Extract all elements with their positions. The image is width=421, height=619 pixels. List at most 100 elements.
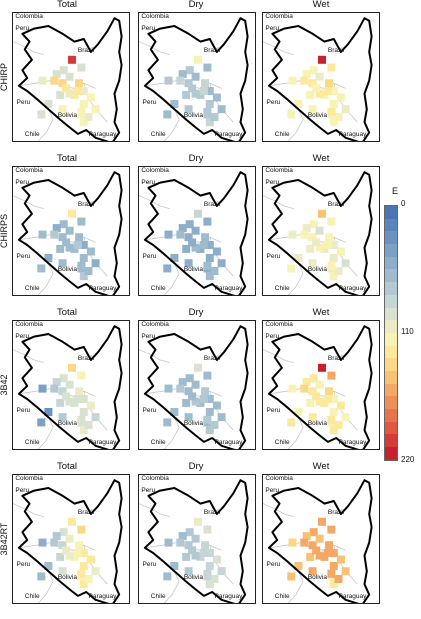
grid-cell	[334, 267, 343, 275]
chile-label: Chile	[150, 285, 166, 293]
map-panel-chirps-total: Colombia Peru Brazil Peru Bolivia Chile Paragu…	[12, 166, 130, 296]
chile-label: Chile	[150, 131, 166, 139]
grid-cell	[79, 580, 88, 589]
grid-cell	[327, 217, 336, 226]
grid-cell	[188, 84, 197, 93]
legend-color-step	[385, 396, 397, 409]
map-svg	[13, 17, 123, 141]
legend-color-step	[385, 244, 397, 257]
grid-cell	[288, 538, 297, 547]
grid-cell	[315, 243, 324, 252]
grid-cell	[77, 107, 86, 116]
grid-cell	[205, 580, 214, 589]
grid-cell	[203, 371, 212, 380]
column-title-wet: Wet	[312, 307, 330, 318]
colombia-label: Colombia	[265, 13, 293, 20]
legend-color-step	[385, 358, 397, 371]
grid-cell	[58, 387, 67, 396]
grid-cell	[79, 426, 88, 435]
legend-color-step	[385, 269, 397, 283]
grid-cell	[300, 230, 309, 239]
map-svg	[13, 479, 123, 603]
map-svg	[139, 479, 249, 603]
map-svg	[263, 171, 373, 295]
grid-cell	[205, 408, 214, 416]
grid-cell	[77, 371, 86, 380]
grid-cell	[91, 105, 100, 114]
grid-cell	[79, 549, 88, 557]
grid-cell	[73, 87, 82, 95]
map-panel-3b42-dry: Colombia Peru Brazil Peru Bolivia Chile Paragu…	[138, 320, 256, 450]
grid-cell	[178, 70, 187, 79]
map-panel-chirp-total: Colombia Peru Brazil Peru Bolivia Chile Paragu…	[12, 12, 130, 142]
country-border	[263, 41, 294, 55]
grid-cell	[306, 90, 315, 99]
grid-cell	[184, 233, 193, 242]
grid-cell	[294, 254, 303, 262]
grid-cell	[65, 534, 74, 543]
grid-cell	[306, 552, 315, 561]
grid-cell	[52, 70, 61, 79]
basin-outline	[143, 479, 249, 603]
peru-label: Peru	[265, 486, 280, 494]
grid-cell	[38, 76, 47, 85]
grid-cell	[77, 569, 86, 578]
country-border	[13, 349, 44, 363]
grid-cell	[58, 259, 67, 268]
grid-cell	[318, 517, 326, 526]
peru-label: Peru	[141, 332, 156, 340]
grid-cell	[77, 261, 86, 270]
grid-cell	[329, 118, 338, 127]
grid-cell	[315, 551, 324, 560]
grid-cell	[58, 79, 67, 88]
paraguay-label: Paraguay	[214, 131, 243, 139]
grid-cell	[300, 384, 309, 393]
grid-cell	[312, 546, 321, 555]
basin-outline	[17, 17, 123, 141]
grid-cell	[185, 528, 194, 537]
map-svg	[13, 171, 123, 295]
legend-color-step	[385, 421, 397, 435]
grid-cell	[329, 272, 338, 281]
brazil-label: Brazil	[327, 200, 345, 208]
paraguay-label: Paraguay	[88, 285, 117, 293]
country-border	[13, 503, 44, 517]
grid-cell	[79, 241, 88, 249]
brazil-label: Brazil	[77, 46, 95, 54]
grid-cell	[59, 220, 68, 229]
grid-cell	[37, 418, 46, 427]
grid-cell	[86, 247, 95, 256]
grid-cell	[194, 55, 202, 64]
country-border	[37, 417, 54, 449]
column-title-total: Total	[56, 153, 78, 164]
grid-cell	[91, 259, 100, 268]
grid-cell	[217, 259, 226, 268]
paraguay-label: Paraguay	[338, 439, 367, 447]
peru-label: Peru	[265, 332, 280, 340]
grid-cell	[309, 66, 318, 75]
peru-label: Peru	[265, 178, 280, 186]
map-panel-3b42-wet: Colombia Peru Brazil Peru Bolivia Chile Paragu…	[262, 320, 380, 450]
grid-cell	[336, 555, 345, 564]
paraguay-label: Paraguay	[88, 439, 117, 447]
grid-cell	[334, 113, 343, 121]
grid-cell	[302, 378, 311, 387]
legend-color-step	[385, 206, 397, 219]
brazil-label: Brazil	[77, 508, 95, 516]
grid-cell	[308, 79, 317, 88]
grid-cell	[59, 528, 68, 537]
grid-cell	[205, 272, 214, 281]
grid-cell	[75, 541, 84, 550]
grid-cell	[185, 66, 194, 75]
bolivia-label: Bolivia	[307, 265, 327, 273]
grid-cell	[79, 87, 88, 95]
brazil-label: Brazil	[77, 200, 95, 208]
bolivia-label: Bolivia	[307, 573, 327, 581]
peru-label: Peru	[141, 486, 156, 494]
grid-cell	[327, 371, 336, 380]
grid-cell	[201, 233, 210, 242]
country-border	[139, 349, 170, 363]
grid-cell	[65, 226, 74, 235]
grid-cell	[341, 567, 350, 576]
grid-cell	[178, 378, 187, 387]
